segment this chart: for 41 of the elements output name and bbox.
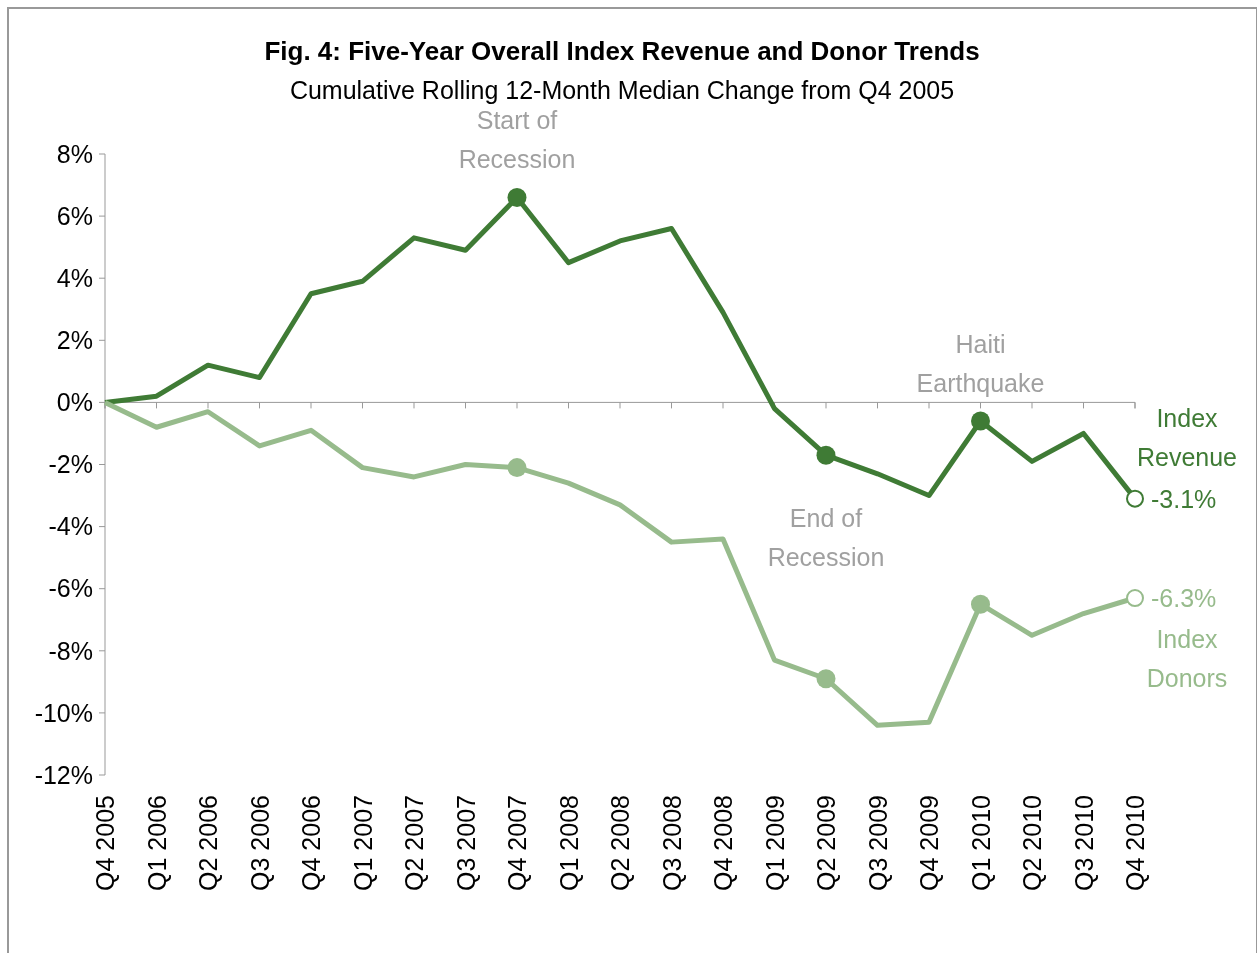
chart-title: Fig. 4: Five-Year Overall Index Revenue and Donor Trends	[264, 36, 980, 66]
x-tick-label: Q1 2009	[760, 795, 789, 891]
x-tick-label: Q3 2008	[657, 795, 686, 891]
x-tick-label: Q3 2009	[863, 795, 892, 891]
y-tick-label: -8%	[48, 636, 93, 665]
x-tick-label: Q1 2007	[348, 795, 377, 891]
y-tick-label: -2%	[48, 450, 93, 479]
annotation: End of Recession	[767, 503, 885, 571]
annotation: Start of Recession	[458, 105, 576, 173]
y-tick-label: -6%	[48, 574, 93, 603]
y-tick-label: -12%	[34, 760, 93, 789]
x-tick-label: Q1 2010	[966, 795, 995, 891]
data-label: -6.3%	[1151, 584, 1217, 613]
x-tick-label: Q1 2008	[554, 795, 583, 891]
x-tick-label: Q2 2007	[400, 795, 428, 891]
x-tick-label: Q2 2006	[194, 795, 222, 891]
series-label: Index Revenue	[1136, 403, 1238, 471]
y-tick-label: -10%	[34, 698, 93, 727]
x-tick-label: Q3 2007	[451, 795, 480, 891]
x-tick-label: Q4 2010	[1121, 795, 1149, 891]
x-tick-label: Q4 2006	[297, 795, 325, 891]
x-tick-label: Q4 2005	[91, 795, 119, 891]
y-tick-label: -4%	[48, 512, 93, 541]
x-tick-label: Q2 2009	[812, 795, 840, 891]
series-label: Index Donors	[1146, 625, 1228, 693]
x-tick-label: Q1 2006	[142, 795, 171, 891]
x-tick-label: Q2 2010	[1018, 795, 1046, 891]
y-tick-label: 8%	[56, 139, 93, 168]
x-tick-label: Q4 2009	[915, 795, 943, 891]
y-tick-label: 4%	[56, 263, 93, 292]
x-tick-label: Q4 2008	[709, 795, 737, 891]
y-tick-label: 6%	[56, 201, 93, 230]
x-tick-label: Q3 2010	[1069, 795, 1098, 891]
x-tick-label: Q4 2007	[503, 795, 531, 891]
annotation: Haiti Earthquake	[916, 329, 1045, 397]
chart-subtitle: Cumulative Rolling 12-Month Median Change from Q4 2005	[289, 76, 955, 104]
x-tick-label: Q3 2006	[245, 795, 274, 891]
data-label: -3.1%	[1151, 484, 1217, 513]
y-tick-label: 0%	[56, 388, 93, 417]
y-tick-label: 2%	[56, 326, 93, 355]
x-tick-label: Q2 2008	[606, 795, 634, 891]
